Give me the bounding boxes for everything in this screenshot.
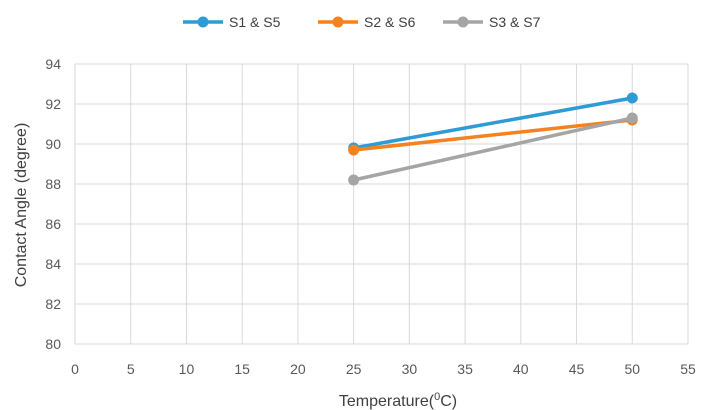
vertical-gridlines [74, 64, 689, 344]
x-tick-label: 55 [680, 361, 696, 377]
legend: S1 & S5 S2 & S6 S3 & S7 [183, 14, 541, 30]
x-tick-label: 20 [290, 361, 306, 377]
series-line [353, 96, 633, 150]
x-tick-label: 35 [457, 361, 473, 377]
horizontal-gridlines [75, 63, 688, 345]
y-axis-title: Contact Angle (degree) [13, 123, 30, 288]
legend-item: S1 & S5 [183, 14, 281, 30]
x-axis-ticks: 0 5 10 15 20 25 30 35 40 45 50 55 [71, 361, 696, 377]
x-tick-label: 25 [346, 361, 362, 377]
y-tick-label: 84 [45, 256, 61, 272]
data-point [348, 174, 360, 186]
series-line [353, 116, 633, 182]
series-3 [348, 112, 638, 186]
x-tick-label: 30 [402, 361, 418, 377]
x-tick-label: 10 [179, 361, 195, 377]
legend-label: S3 & S7 [489, 14, 541, 30]
x-tick-label: 5 [127, 361, 135, 377]
x-axis-title: Temperature(0C) [339, 391, 457, 410]
data-point [626, 92, 638, 104]
y-tick-label: 82 [45, 296, 61, 312]
legend-label: S1 & S5 [229, 14, 281, 30]
data-point [348, 144, 360, 156]
y-tick-label: 88 [45, 176, 61, 192]
data-point [626, 112, 638, 124]
legend-marker [197, 16, 209, 28]
y-axis-ticks: 80 82 84 86 88 90 92 94 [45, 56, 61, 352]
legend-item: S2 & S6 [318, 14, 416, 30]
x-tick-label: 40 [513, 361, 529, 377]
y-tick-label: 92 [45, 96, 61, 112]
legend-item: S3 & S7 [443, 14, 541, 30]
x-tick-label: 50 [624, 361, 640, 377]
x-tick-label: 0 [71, 361, 79, 377]
series-line [353, 118, 633, 152]
legend-marker [457, 16, 469, 28]
x-tick-label: 45 [569, 361, 585, 377]
legend-label: S2 & S6 [364, 14, 416, 30]
legend-marker [332, 16, 344, 28]
series-layer [348, 92, 638, 186]
y-tick-label: 90 [45, 136, 61, 152]
y-tick-label: 86 [45, 216, 61, 232]
y-tick-label: 94 [45, 56, 61, 72]
y-tick-label: 80 [45, 336, 61, 352]
x-tick-label: 15 [234, 361, 250, 377]
